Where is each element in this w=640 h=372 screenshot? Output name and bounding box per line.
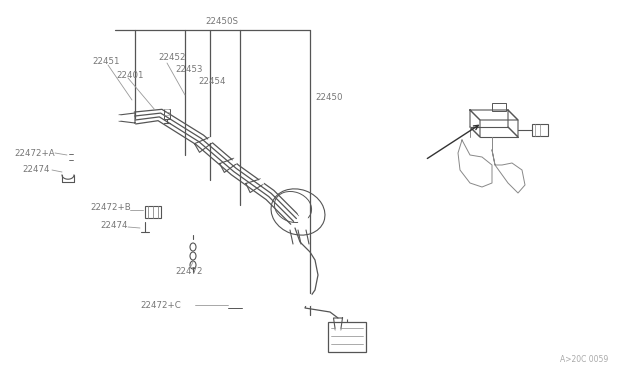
Circle shape [344,313,350,319]
Text: 22474: 22474 [100,221,127,231]
Text: 22450S: 22450S [205,17,238,26]
Text: 22451: 22451 [92,58,120,67]
Circle shape [259,179,264,184]
Circle shape [140,222,150,232]
Text: 22454: 22454 [198,77,225,87]
Circle shape [474,106,482,114]
Text: 22401: 22401 [116,71,143,80]
Text: 22472: 22472 [175,267,202,276]
Circle shape [233,158,237,163]
Circle shape [336,328,340,332]
Text: 22472+B: 22472+B [90,203,131,212]
Text: 22450: 22450 [315,93,342,103]
Text: 22474: 22474 [22,166,49,174]
Text: A>20C 0059: A>20C 0059 [560,356,608,365]
FancyBboxPatch shape [492,103,506,111]
Text: 22472+C: 22472+C [140,301,180,310]
Text: 22472+A: 22472+A [14,148,54,157]
Circle shape [116,116,122,121]
Circle shape [62,152,72,162]
FancyBboxPatch shape [532,124,548,136]
FancyBboxPatch shape [145,206,161,218]
Circle shape [298,215,308,225]
Circle shape [228,298,242,312]
Circle shape [209,138,213,142]
FancyBboxPatch shape [164,109,170,119]
Circle shape [302,294,314,306]
Circle shape [298,199,308,209]
FancyBboxPatch shape [328,322,366,352]
Circle shape [164,104,170,110]
Circle shape [232,302,238,308]
Circle shape [298,207,308,217]
Circle shape [70,152,80,162]
Text: 22453: 22453 [175,65,202,74]
Text: 22452: 22452 [158,54,186,62]
